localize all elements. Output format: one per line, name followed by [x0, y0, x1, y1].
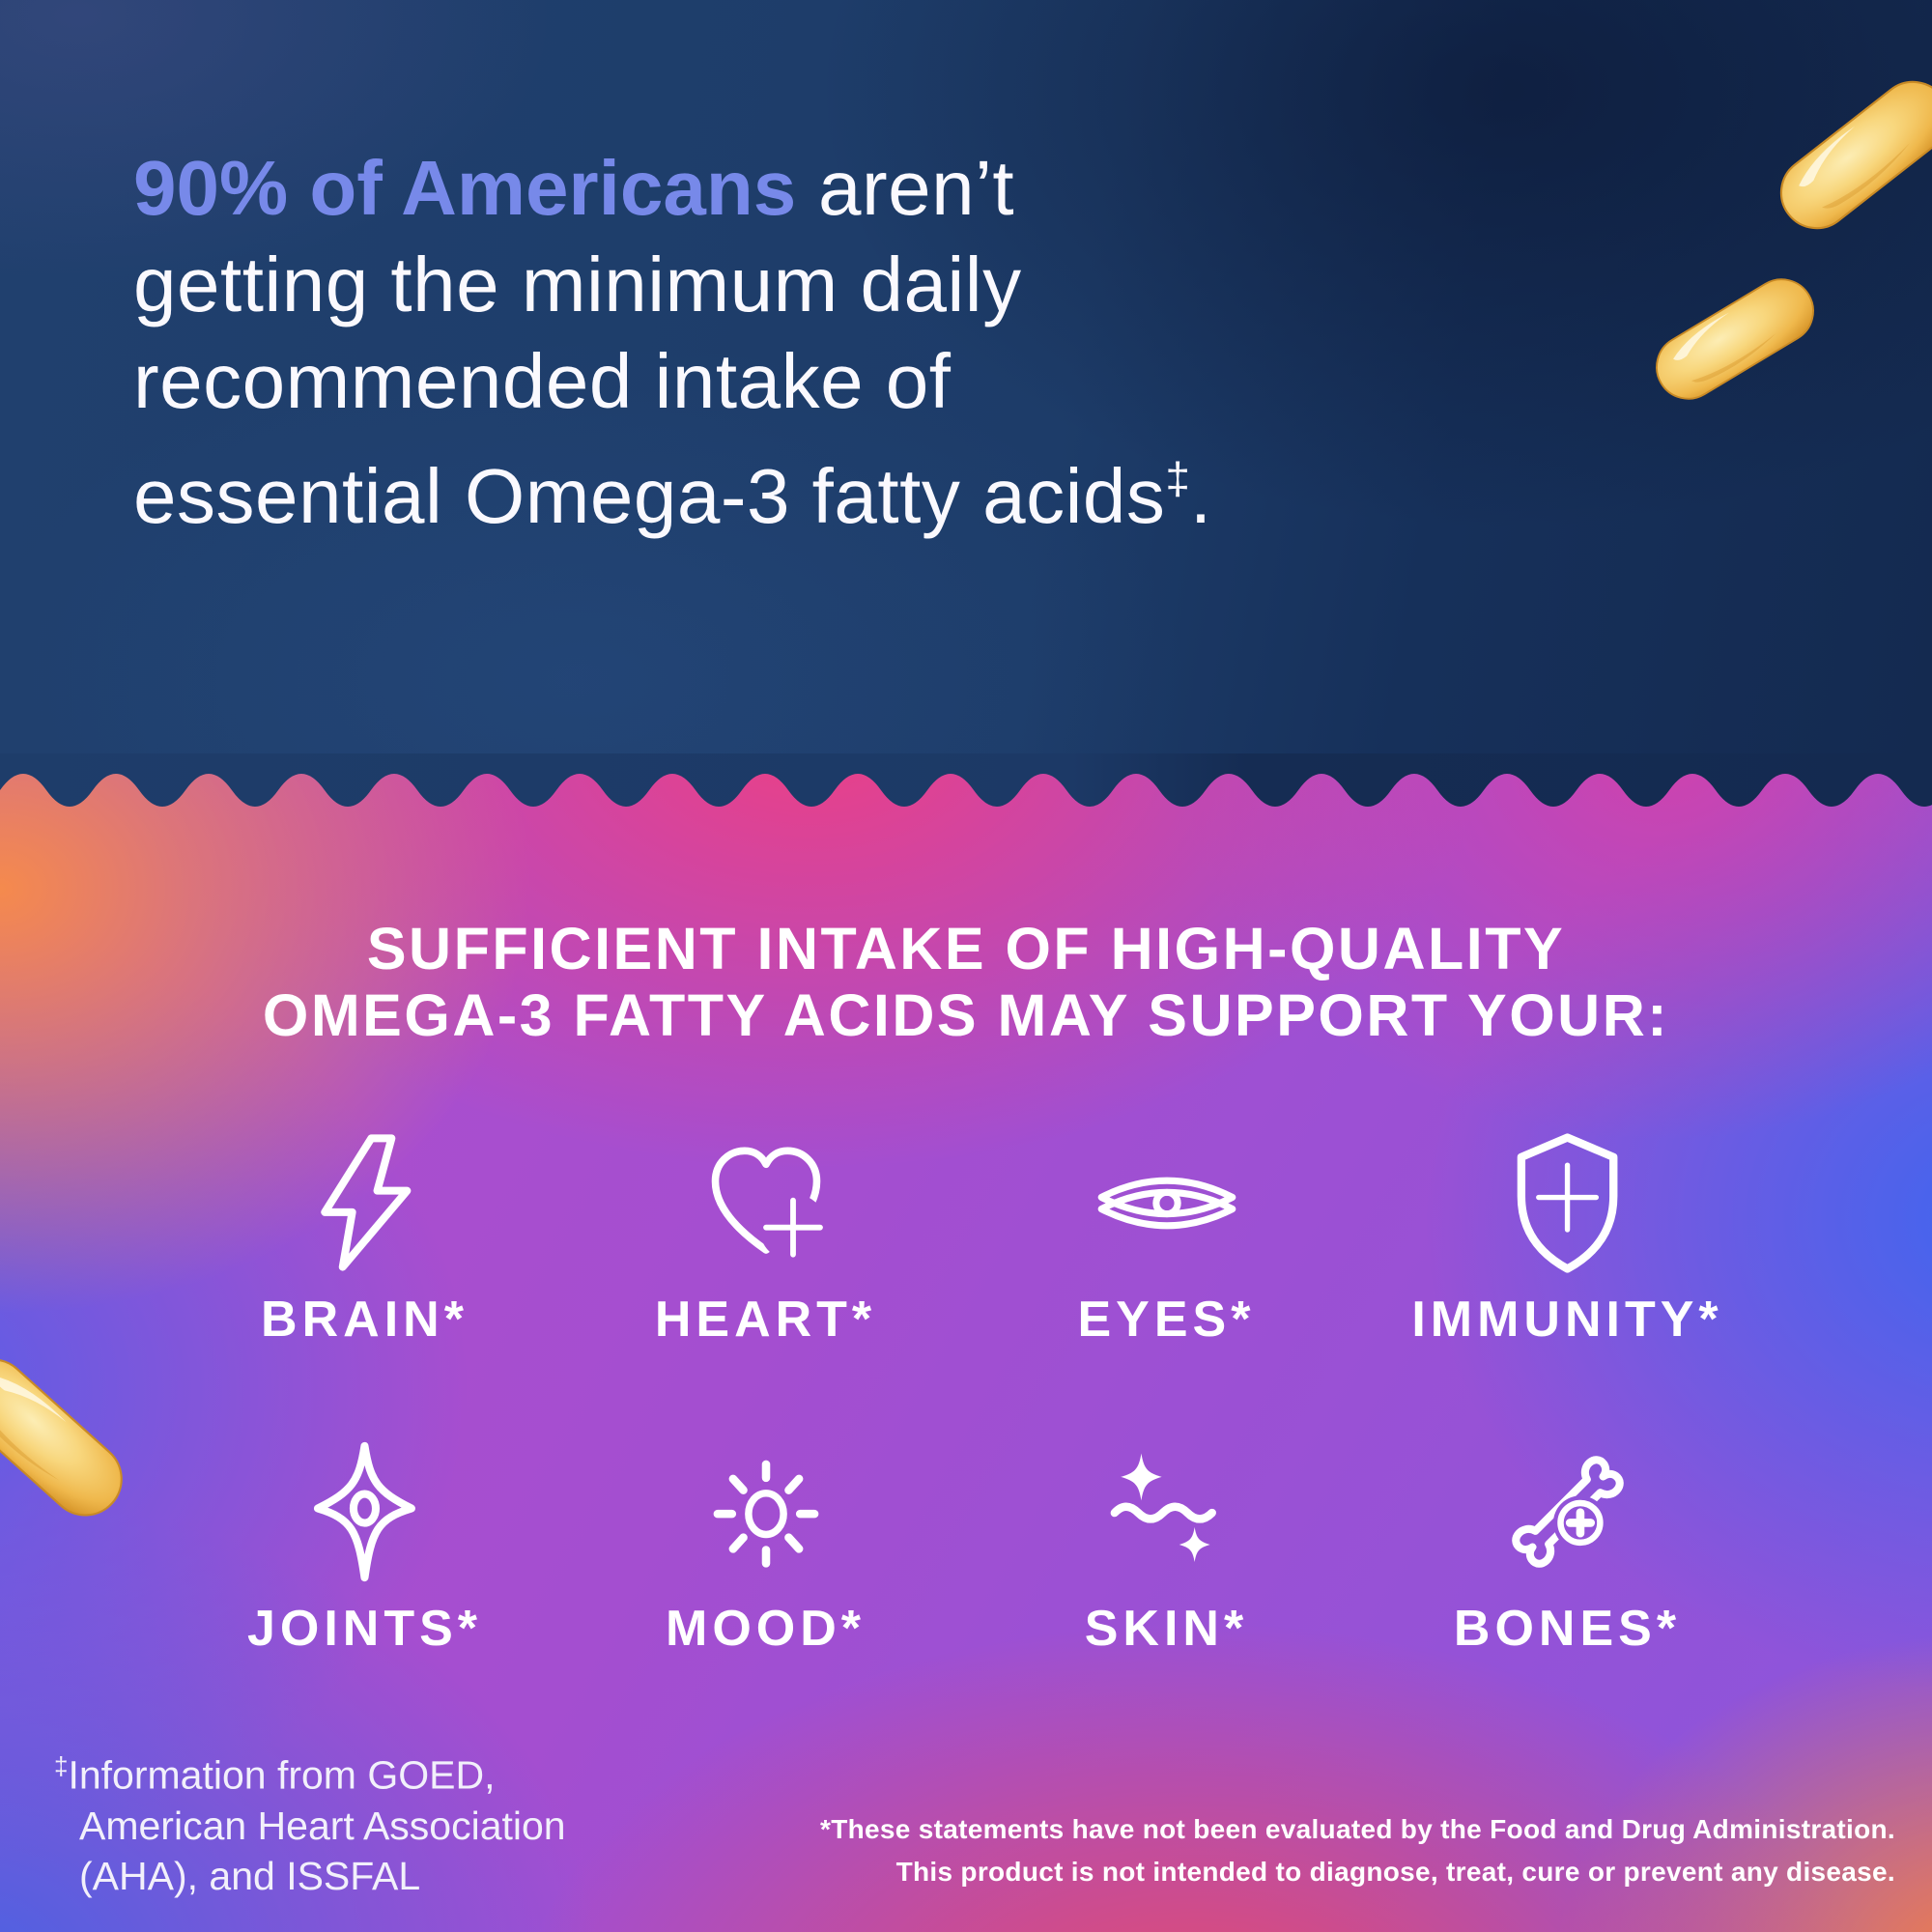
- benefit-skin: SKIN*: [966, 1439, 1367, 1656]
- sparkle-star-icon: [313, 1441, 415, 1582]
- benefit-brain: BRAIN*: [164, 1130, 565, 1347]
- benefit-label: EYES*: [1077, 1292, 1256, 1348]
- benefit-icon-box: [565, 1130, 966, 1275]
- benefit-eyes: EYES*: [966, 1130, 1367, 1347]
- benefit-icon-box: [164, 1130, 565, 1275]
- benefit-icon-box: [966, 1439, 1367, 1584]
- benefit-heart: HEART*: [565, 1130, 966, 1347]
- skin-sparkles-icon: [1110, 1453, 1216, 1563]
- benefit-label: SKIN*: [1084, 1601, 1249, 1657]
- bone-plus-icon: [1511, 1456, 1624, 1568]
- benefits-grid: BRAIN* HEART*: [164, 1130, 1768, 1656]
- benefit-label: MOOD*: [666, 1601, 866, 1657]
- benefit-icon-box: [565, 1439, 966, 1584]
- headline-text: aren’t getting the minimum daily recomme…: [133, 145, 1166, 539]
- hero-section: [0, 0, 1932, 754]
- benefit-icon-box: [164, 1439, 565, 1584]
- benefit-label: HEART*: [654, 1292, 877, 1348]
- softgel-capsule-icon: [1656, 278, 1814, 400]
- benefit-icon-box: [966, 1130, 1367, 1275]
- headline-accent: 90% of Americans: [133, 145, 797, 231]
- heart-plus-icon: [711, 1147, 823, 1258]
- shield-plus-icon: [1517, 1132, 1618, 1273]
- headline-period: .: [1189, 453, 1212, 539]
- support-heading: SUFFICIENT INTAKE OF HIGH-QUALITY OMEGA-…: [262, 916, 1670, 1048]
- benefit-icon-box: [1367, 1130, 1768, 1275]
- softgel-capsule-icon: [0, 1358, 123, 1517]
- benefit-mood: MOOD*: [565, 1439, 966, 1656]
- footnote-text: Information from GOED, American Heart As…: [68, 1752, 566, 1898]
- headline: 90% of Americans aren’t getting the mini…: [133, 140, 1640, 545]
- lightning-icon: [321, 1134, 412, 1271]
- headline-footnote-marker: ‡: [1165, 453, 1190, 503]
- wave-divider: [0, 753, 1932, 807]
- sun-icon: [713, 1460, 818, 1568]
- eye-icon: [1097, 1177, 1236, 1229]
- benefit-icon-box: [1367, 1439, 1768, 1584]
- benefit-label: IMMUNITY*: [1411, 1292, 1723, 1348]
- source-footnote: ‡Information from GOED, American Heart A…: [54, 1741, 620, 1901]
- benefit-label: JOINTS*: [246, 1601, 483, 1657]
- benefit-label: BRAIN*: [261, 1292, 469, 1348]
- benefit-label: BONES*: [1453, 1601, 1682, 1657]
- benefit-immunity: IMMUNITY*: [1367, 1130, 1768, 1347]
- benefit-bones: BONES*: [1367, 1439, 1768, 1656]
- footnote-marker: ‡: [54, 1751, 69, 1780]
- fda-disclaimer: *These statements have not been evaluate…: [820, 1814, 1895, 1887]
- softgel-capsule-icon: [1779, 80, 1932, 230]
- benefit-joints: JOINTS*: [164, 1439, 565, 1656]
